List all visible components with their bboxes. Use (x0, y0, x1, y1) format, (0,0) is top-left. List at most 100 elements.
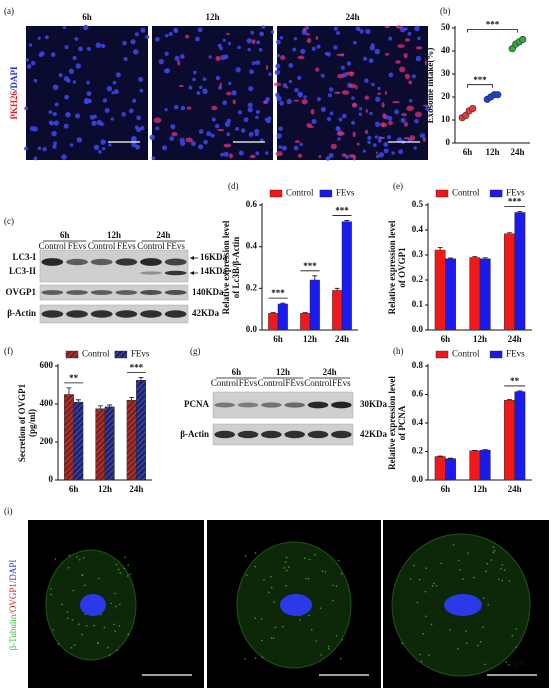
tubulin-speck (254, 565, 257, 568)
y-tick-label: 20 (441, 91, 451, 101)
y-tick-label: 30 (441, 68, 451, 78)
exosome-signal (315, 67, 320, 72)
blot-band (164, 289, 187, 296)
y-tick-label: 0.2 (412, 274, 424, 284)
nucleus (164, 108, 168, 112)
tubulin-speck (129, 573, 132, 575)
nucleus (328, 87, 334, 92)
nucleus (180, 105, 186, 111)
tubulin-speck (419, 653, 421, 656)
x-tick-label: 12h (485, 147, 499, 157)
nucleus (64, 45, 69, 50)
tubulin-speck (270, 575, 272, 578)
tubulin-speck (71, 619, 74, 621)
nucleus (243, 117, 249, 123)
tubulin-speck (78, 558, 81, 561)
nucleus (195, 36, 200, 42)
nucleus (320, 73, 325, 78)
x-tick-label: 6h (441, 334, 451, 344)
nucleus (75, 63, 81, 69)
nucleus (341, 113, 347, 119)
tubulin-speck (97, 577, 100, 580)
tubulin-speck (103, 626, 106, 629)
nucleus (135, 144, 141, 150)
exosome-signal (384, 90, 388, 95)
row-label: LC3-II (9, 266, 37, 276)
bar (514, 391, 526, 481)
blot-band (331, 430, 352, 439)
nucleus (52, 84, 59, 91)
exosome-signal (352, 131, 356, 138)
bar (136, 380, 146, 481)
nucleus (100, 139, 106, 145)
nucleus (419, 132, 426, 139)
x-tick-label: 6h (441, 484, 451, 494)
nucleus (327, 93, 332, 98)
legend-label: Control (82, 349, 110, 359)
y-tick-label: 0.4 (412, 417, 424, 427)
exosome-signal (395, 60, 401, 64)
nucleus (64, 94, 69, 100)
blot-band (164, 310, 187, 318)
nucleus (227, 41, 232, 46)
nucleus (391, 151, 395, 155)
y-tick-label: 400 (40, 398, 54, 408)
tubulin-speck (116, 649, 118, 652)
tubulin-speck (285, 584, 287, 587)
exosome-signal (424, 60, 427, 66)
tubulin-speck (413, 564, 415, 567)
nucleus (282, 83, 288, 88)
x-tick-label: 6h (69, 484, 79, 494)
nucleus (276, 39, 281, 45)
tubulin-speck (465, 642, 468, 645)
error-bar (517, 211, 523, 213)
tubulin-speck (66, 611, 69, 613)
tubulin-speck (335, 635, 338, 637)
nucleus (54, 102, 59, 107)
nucleus (192, 77, 196, 82)
tubulin-speck (327, 647, 330, 650)
nucleus (25, 58, 29, 62)
nucleus (75, 113, 81, 119)
exosome-signal (401, 112, 407, 117)
nucleus (235, 67, 241, 73)
tubulin-speck (425, 567, 428, 569)
nucleus (30, 60, 36, 66)
bar (332, 290, 343, 331)
group-label: Control (137, 241, 165, 251)
tubulin-speck (270, 637, 273, 639)
y-axis-label: (pg/ml) (27, 409, 37, 437)
y-tick-label: 0.6 (246, 199, 258, 209)
tubulin-speck (428, 654, 430, 656)
nucleus (293, 145, 299, 151)
legend-label: Control (452, 188, 480, 198)
nucleus (375, 96, 381, 102)
exosome-signal (384, 53, 390, 56)
tubulin-speck (498, 578, 500, 581)
exosome-signal (408, 80, 412, 85)
bar (469, 257, 481, 331)
nucleus (149, 134, 155, 140)
group-label: Control (88, 241, 116, 251)
legend-label: FEvs (506, 188, 525, 198)
y-tick-label: 0.5 (412, 199, 424, 209)
tubulin-speck (505, 661, 508, 663)
tubulin-speck (484, 663, 486, 666)
nucleus (158, 58, 165, 65)
tubulin-speck (127, 633, 130, 636)
tubulin-speck (54, 558, 57, 560)
exosome-signal (153, 117, 162, 123)
tubulin-speck (113, 623, 116, 626)
nucleus (288, 79, 293, 84)
exosome-signal (403, 137, 410, 140)
nucleus (328, 152, 334, 158)
exosome-signal (381, 102, 385, 108)
bar (479, 258, 491, 331)
exosome-signal (382, 113, 387, 119)
blot-band (237, 402, 259, 408)
column-label: 12h (205, 12, 219, 22)
nucleus (316, 44, 321, 49)
nucleus (130, 39, 136, 45)
y-axis-label: Secretion of OVGP1 (17, 383, 27, 462)
